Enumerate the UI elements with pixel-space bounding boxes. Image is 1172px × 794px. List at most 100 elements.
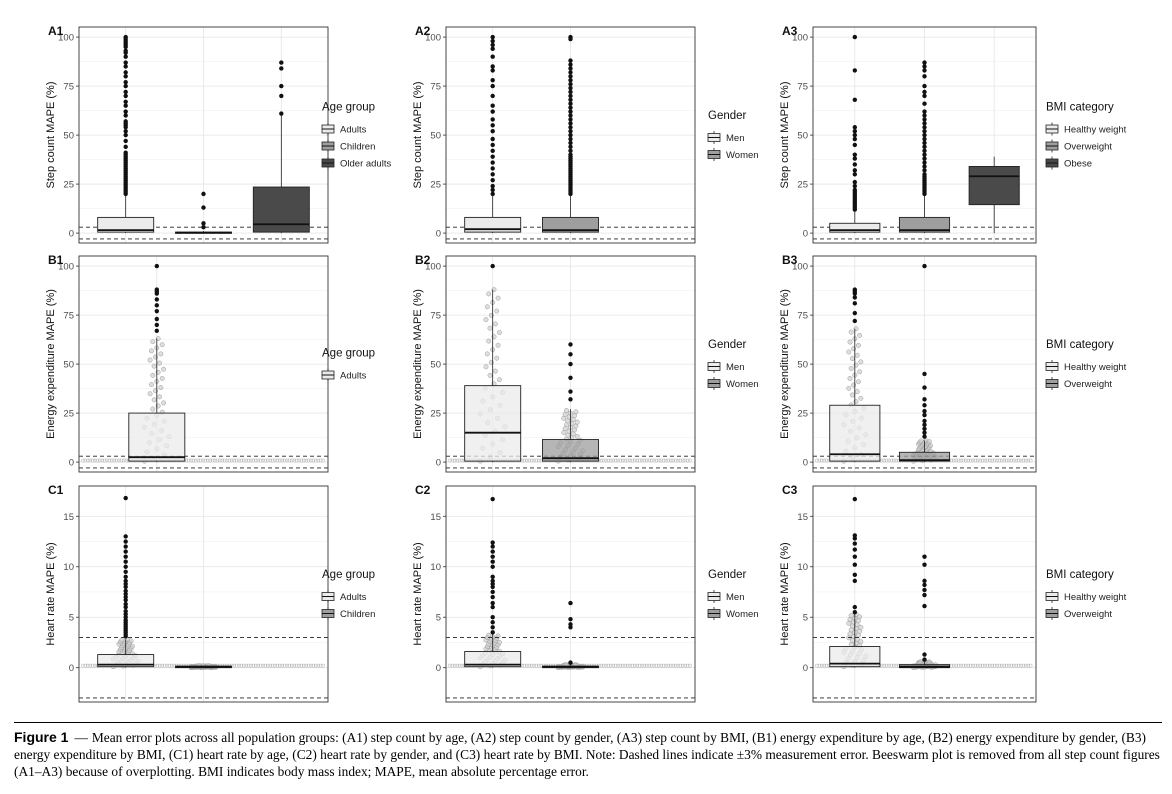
bee-point bbox=[992, 458, 997, 463]
outlier-point bbox=[123, 89, 128, 95]
bee-point bbox=[635, 663, 640, 668]
bee-point bbox=[642, 663, 647, 668]
bee-point bbox=[114, 458, 119, 463]
bee-point bbox=[606, 663, 611, 668]
bee-point bbox=[232, 663, 237, 668]
bee-point bbox=[894, 458, 899, 463]
bee-point bbox=[155, 663, 160, 668]
legend: BMI category Healthy weight Overweight bbox=[1045, 339, 1127, 390]
bee-point bbox=[857, 332, 863, 338]
bee-point bbox=[1004, 663, 1009, 668]
outlier-point bbox=[490, 83, 495, 89]
y-tick-label: 100 bbox=[58, 33, 74, 44]
outlier-point bbox=[852, 183, 858, 189]
legend: Age group Adults Children Older adults bbox=[321, 102, 391, 170]
bee-point bbox=[1002, 663, 1007, 668]
panel-a2: 0 25 50 75 100 Step count MAPE (%) A2 Gender Men… bbox=[412, 24, 759, 244]
bee-point bbox=[90, 663, 95, 668]
bee-point bbox=[1011, 458, 1016, 463]
bee-point bbox=[616, 458, 620, 463]
outlier-point bbox=[568, 113, 573, 118]
bee-point bbox=[990, 458, 995, 463]
panel-border bbox=[812, 485, 1037, 703]
bee-point bbox=[160, 663, 165, 668]
outlier-point bbox=[490, 103, 495, 108]
bee-point bbox=[306, 458, 311, 463]
bee-point bbox=[282, 458, 287, 463]
bee-point bbox=[815, 458, 819, 463]
bee-point bbox=[83, 458, 88, 463]
bee-point bbox=[628, 458, 632, 463]
bee-point bbox=[918, 659, 924, 665]
y-tick-label: 75 bbox=[797, 82, 808, 93]
bee-point bbox=[301, 663, 306, 668]
outlier-point bbox=[490, 263, 495, 269]
legend-label: Men bbox=[726, 592, 744, 603]
outlier-point bbox=[922, 132, 927, 138]
bee-point bbox=[124, 458, 129, 463]
y-axis-label: Heart rate MAPE (%) bbox=[45, 542, 57, 645]
bee-point bbox=[854, 389, 860, 395]
legend-title: Gender bbox=[708, 569, 747, 581]
bee-point bbox=[273, 663, 277, 668]
panel-tag: B1 bbox=[48, 253, 64, 267]
outlier-point bbox=[922, 89, 927, 95]
outlier-point bbox=[123, 597, 128, 603]
outlier-point bbox=[852, 310, 858, 316]
outlier-point bbox=[154, 328, 160, 333]
outlier-point bbox=[154, 263, 160, 269]
bee-point bbox=[119, 458, 124, 463]
y-tick-label: 50 bbox=[430, 131, 441, 142]
bee-point bbox=[664, 458, 668, 463]
bee-point bbox=[990, 663, 995, 668]
legend-label: Women bbox=[726, 150, 759, 161]
outlier-point bbox=[123, 144, 128, 150]
bee-point bbox=[1009, 663, 1014, 668]
bee-point bbox=[486, 291, 492, 297]
y-tick-label: 25 bbox=[797, 180, 808, 191]
bee-point bbox=[637, 663, 642, 668]
bee-point bbox=[220, 458, 225, 463]
bee-point bbox=[676, 663, 680, 668]
legend-label: Children bbox=[340, 142, 375, 153]
outlier-point bbox=[279, 60, 284, 65]
bee-point bbox=[1014, 663, 1019, 668]
box-iqr bbox=[829, 404, 881, 462]
bee-point bbox=[966, 458, 971, 463]
outlier-point bbox=[568, 152, 573, 157]
bee-point bbox=[683, 663, 688, 668]
outlier-point bbox=[123, 48, 128, 54]
outlier-point bbox=[852, 97, 858, 103]
outlier-point bbox=[154, 316, 160, 322]
panel-a3: 0 25 50 75 100 Step count MAPE (%) A3 BMI categ… bbox=[779, 24, 1127, 244]
y-tick-label: 50 bbox=[797, 131, 808, 142]
bee-point bbox=[492, 368, 498, 374]
bee-point bbox=[1014, 458, 1019, 463]
bee-point bbox=[97, 458, 102, 463]
bee-point bbox=[1002, 458, 1007, 463]
bee-point bbox=[625, 663, 630, 668]
outlier-point bbox=[922, 172, 927, 177]
outlier-point bbox=[154, 303, 160, 308]
bee-point bbox=[666, 458, 671, 463]
outlier-point bbox=[490, 34, 495, 40]
y-tick-label: 0 bbox=[803, 229, 808, 240]
outlier-point bbox=[922, 263, 927, 269]
bee-point bbox=[1019, 458, 1023, 463]
outlier-point bbox=[490, 64, 495, 69]
outlier-point bbox=[490, 38, 495, 44]
bee-point bbox=[652, 663, 656, 668]
box-iqr bbox=[97, 654, 155, 668]
bee-point bbox=[157, 663, 162, 668]
bee-point bbox=[157, 394, 162, 400]
bee-point bbox=[847, 339, 853, 345]
bee-point bbox=[256, 663, 261, 668]
bee-point bbox=[494, 308, 500, 314]
bee-point bbox=[673, 663, 678, 668]
box-adults bbox=[97, 495, 155, 668]
outlier-point bbox=[568, 352, 573, 357]
bee-point bbox=[483, 317, 489, 323]
outlier-point bbox=[568, 617, 573, 622]
outlier-point bbox=[490, 54, 495, 59]
bee-point bbox=[83, 663, 88, 668]
